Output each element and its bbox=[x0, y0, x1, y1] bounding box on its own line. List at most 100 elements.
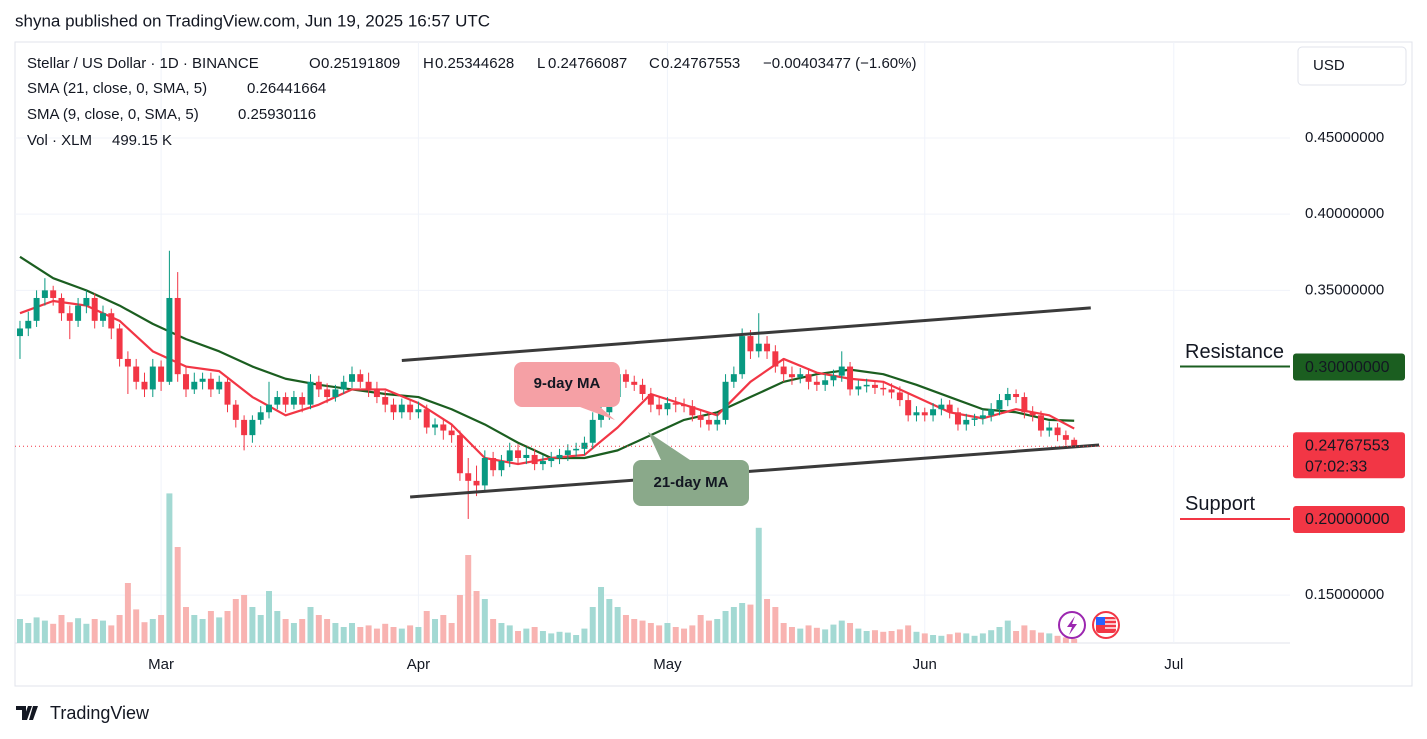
candle-body bbox=[25, 320, 32, 329]
volume-bar bbox=[656, 625, 663, 643]
volume-bar bbox=[448, 623, 455, 643]
legend-text: 0.25344628 bbox=[435, 55, 514, 72]
candle-body bbox=[158, 366, 165, 382]
volume-bar bbox=[141, 622, 148, 643]
volume-bar bbox=[523, 628, 530, 643]
candle-body bbox=[1037, 415, 1044, 431]
volume-bar bbox=[349, 623, 355, 643]
countdown: 07:02:33 bbox=[1305, 459, 1367, 476]
volume-bar bbox=[780, 623, 787, 643]
volume-bar bbox=[639, 620, 646, 643]
legend-text: C bbox=[649, 55, 660, 72]
volume-bar bbox=[556, 631, 563, 643]
candle-body bbox=[481, 457, 488, 486]
candle-body bbox=[764, 343, 771, 352]
candle-body bbox=[813, 381, 820, 385]
candle-body bbox=[83, 297, 90, 306]
last-price: 0.24767553 bbox=[1305, 438, 1390, 455]
candle-body bbox=[938, 404, 945, 410]
volume-bar bbox=[100, 620, 106, 643]
candle-body bbox=[133, 366, 140, 382]
volume-bar bbox=[963, 633, 970, 643]
candle-body bbox=[349, 374, 355, 382]
candle-body bbox=[1046, 427, 1053, 431]
candle-body bbox=[539, 461, 546, 465]
candle-body bbox=[979, 415, 986, 419]
candle-body bbox=[697, 415, 704, 420]
volume-bar bbox=[432, 619, 439, 643]
candle-body bbox=[573, 448, 580, 451]
level-label: 0.20000000 bbox=[1305, 511, 1390, 528]
volume-bar bbox=[506, 625, 513, 643]
logo bbox=[16, 706, 38, 720]
candle-body bbox=[315, 381, 322, 390]
volume-bar bbox=[307, 607, 314, 643]
candle-body bbox=[249, 419, 256, 436]
candle-body bbox=[705, 419, 712, 425]
volume-bar bbox=[847, 623, 854, 643]
volume-bar bbox=[1054, 635, 1061, 643]
volume-bar bbox=[25, 623, 32, 643]
volume-bar bbox=[888, 631, 895, 643]
candle-body bbox=[108, 313, 115, 329]
candle-body bbox=[16, 328, 23, 337]
candle-body bbox=[1004, 393, 1011, 401]
volume-bar bbox=[66, 622, 73, 643]
candle-body bbox=[905, 400, 912, 416]
candle-body bbox=[847, 366, 854, 390]
volume-bar bbox=[614, 607, 621, 643]
candle-body bbox=[996, 400, 1003, 410]
volume-bar bbox=[954, 632, 961, 643]
volume-bar bbox=[116, 615, 123, 643]
y-tick-label: 0.45000000 bbox=[1305, 129, 1384, 146]
volume-bar bbox=[390, 627, 397, 643]
legend-text: SMA (9, close, 0, SMA, 5) bbox=[27, 106, 199, 123]
candle-body bbox=[124, 358, 131, 367]
candle-body bbox=[332, 389, 339, 398]
volume-bar bbox=[373, 628, 380, 643]
volume-bar bbox=[465, 555, 472, 643]
callout-box bbox=[633, 432, 749, 506]
legend-text: 0.25191809 bbox=[321, 55, 400, 72]
candle-body bbox=[896, 392, 903, 401]
candle-body bbox=[299, 397, 306, 405]
x-tick-label: Mar bbox=[148, 656, 174, 673]
currency-box[interactable] bbox=[1297, 46, 1407, 86]
volume-bar bbox=[805, 625, 812, 643]
candle-body bbox=[788, 374, 795, 378]
candle-body bbox=[373, 389, 380, 398]
volume-bar bbox=[41, 620, 48, 643]
volume-bar bbox=[589, 607, 596, 643]
volume-bar bbox=[631, 619, 638, 643]
volume-bar bbox=[191, 615, 198, 643]
candle-body bbox=[490, 457, 497, 471]
candle-body bbox=[207, 378, 214, 390]
x-tick-label: Apr bbox=[407, 656, 430, 673]
trendline bbox=[410, 443, 1100, 499]
volume-bar bbox=[664, 623, 671, 643]
candle-body bbox=[739, 336, 746, 375]
legend-text: Stellar / US Dollar · 1D · BINANCE bbox=[27, 55, 259, 72]
volume-bar bbox=[166, 493, 173, 643]
candle-body bbox=[880, 387, 887, 390]
volume-bar bbox=[498, 623, 505, 643]
y-tick-label: 0.15000000 bbox=[1305, 586, 1384, 603]
volume-bar bbox=[83, 623, 90, 643]
candle-body bbox=[647, 393, 654, 405]
volume-bar bbox=[490, 619, 497, 643]
candle-body bbox=[41, 290, 48, 298]
volume-bar bbox=[1029, 630, 1036, 643]
volume-bar bbox=[357, 627, 364, 643]
volume-bar bbox=[772, 607, 779, 643]
volume-bar bbox=[257, 615, 264, 643]
volume-bar bbox=[473, 591, 480, 643]
volume-bar bbox=[1004, 620, 1011, 643]
volume-bar bbox=[714, 619, 721, 643]
volume-bar bbox=[739, 603, 746, 643]
candle-body bbox=[730, 374, 737, 382]
legend-text: 0.25930116 bbox=[238, 106, 316, 123]
level-label: 0.30000000 bbox=[1305, 359, 1390, 376]
callout-text: 9-day MA bbox=[534, 375, 601, 392]
candle-body bbox=[266, 404, 272, 413]
